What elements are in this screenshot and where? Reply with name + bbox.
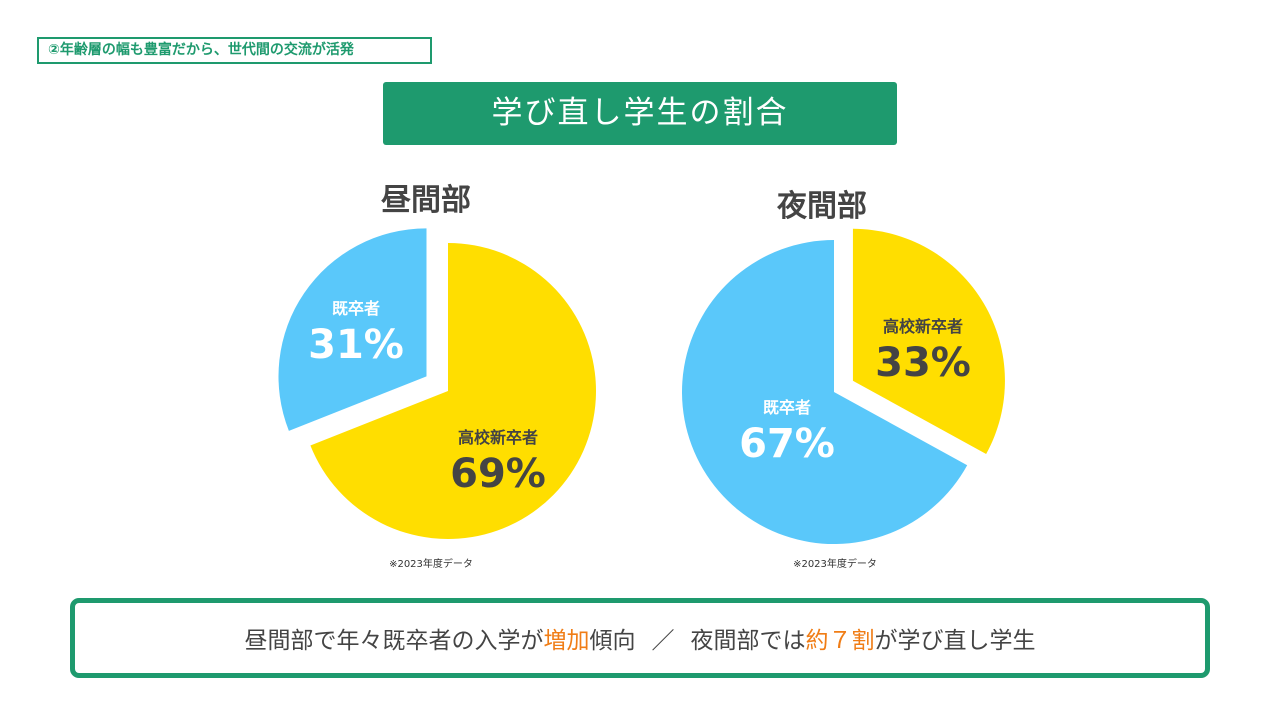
pie-night xyxy=(682,228,1005,544)
summary-separator: ／ xyxy=(651,628,675,654)
slice-value: 31% xyxy=(308,322,404,368)
page-title: 学び直し学生の割合 xyxy=(383,82,897,145)
section-tag: ②年齢層の幅も豊富だから、世代間の交流が活発 xyxy=(37,37,432,64)
slice-label-group-day-0: 既卒者 31% xyxy=(308,299,404,368)
slice-label-group-night-1: 既卒者 67% xyxy=(739,398,835,467)
slice-value: 33% xyxy=(875,340,971,386)
slice-label: 既卒者 xyxy=(763,398,811,417)
slice-value: 67% xyxy=(739,421,835,467)
summary-text: 夜間部では xyxy=(690,628,806,654)
chart-note-day: ※2023年度データ xyxy=(389,557,473,570)
summary-box: 昼間部で年々既卒者の入学が 増加 傾向 ／ 夜間部では 約７割 が学び直し学生 xyxy=(70,598,1210,678)
summary-text: 傾向 xyxy=(589,628,636,654)
slice-label: 高校新卒者 xyxy=(458,428,538,447)
pie-slice xyxy=(310,243,596,539)
slice-label: 既卒者 xyxy=(332,299,380,318)
summary-text: 昼間部で年々既卒者の入学が xyxy=(244,628,544,654)
slice-label: 高校新卒者 xyxy=(883,317,963,336)
chart-day: 昼間部 既卒者 31% 高校新卒者 69% ※2023年度データ xyxy=(278,183,596,570)
pie-slice xyxy=(852,228,1005,455)
chart-note-night: ※2023年度データ xyxy=(793,557,877,570)
chart-night: 夜間部 高校新卒者 33% 既卒者 67% ※2023年度データ xyxy=(682,189,1005,570)
chart-title-day: 昼間部 xyxy=(381,183,471,218)
summary-text: が学び直し学生 xyxy=(874,628,1036,654)
slice-label-group-night-0: 高校新卒者 33% xyxy=(875,317,971,386)
pie-slice xyxy=(682,240,968,544)
charts-area: 昼間部 既卒者 31% 高校新卒者 69% ※2023年度データ 夜間部 高校新… xyxy=(278,183,1005,570)
summary-highlight-increase: 増加 xyxy=(543,628,590,654)
summary-highlight-ratio: 約７割 xyxy=(805,628,875,654)
slice-value: 69% xyxy=(450,451,546,497)
pie-day xyxy=(278,228,596,539)
slice-label-group-day-1: 高校新卒者 69% xyxy=(450,428,546,497)
chart-title-night: 夜間部 xyxy=(776,189,867,224)
pie-slice xyxy=(278,228,427,431)
